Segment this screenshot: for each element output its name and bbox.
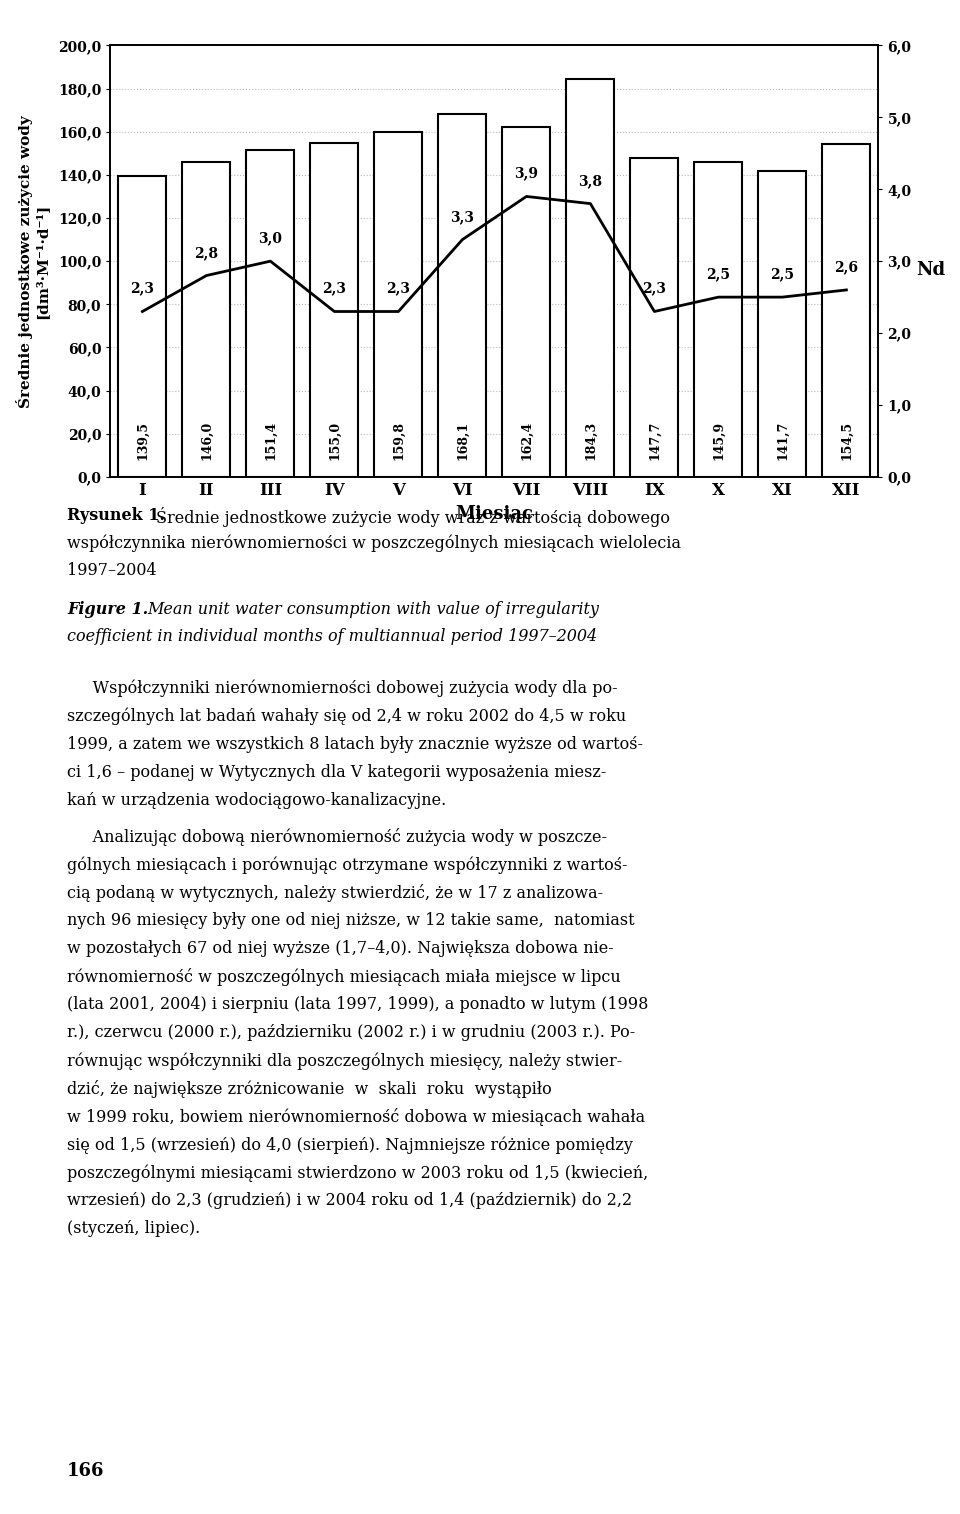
Text: 141,7: 141,7 xyxy=(776,421,789,460)
Text: wrzesień) do 2,3 (grudzień) i w 2004 roku od 1,4 (październik) do 2,2: wrzesień) do 2,3 (grudzień) i w 2004 rok… xyxy=(67,1193,633,1210)
Text: coefficient in individual months of multiannual period 1997–2004: coefficient in individual months of mult… xyxy=(67,628,597,645)
Bar xyxy=(310,142,358,477)
Text: 2,6: 2,6 xyxy=(834,260,858,274)
Text: równomierność w poszczególnych miesiącach miała miejsce w lipcu: równomierność w poszczególnych miesiącac… xyxy=(67,969,621,986)
Bar xyxy=(823,144,871,477)
Text: 155,0: 155,0 xyxy=(328,421,341,460)
Text: 2,8: 2,8 xyxy=(194,245,219,260)
Bar xyxy=(439,114,487,477)
Text: Mean unit water consumption with value of irregularity: Mean unit water consumption with value o… xyxy=(147,601,599,618)
Text: 2,3: 2,3 xyxy=(323,282,347,295)
Text: 3,8: 3,8 xyxy=(578,174,603,188)
Bar xyxy=(502,127,550,477)
Bar xyxy=(694,162,742,477)
Bar xyxy=(374,132,422,477)
Text: poszczególnymi miesiącami stwierdzono w 2003 roku od 1,5 (kwiecień,: poszczególnymi miesiącami stwierdzono w … xyxy=(67,1164,648,1182)
Text: 3,0: 3,0 xyxy=(258,232,282,245)
Text: cią podaną w wytycznych, należy stwierdzić, że w 17 z analizowa-: cią podaną w wytycznych, należy stwierdz… xyxy=(67,884,603,902)
Text: 145,9: 145,9 xyxy=(712,421,725,460)
Text: szczególnych lat badań wahały się od 2,4 w roku 2002 do 4,5 w roku: szczególnych lat badań wahały się od 2,4… xyxy=(67,709,627,725)
Text: 2,3: 2,3 xyxy=(386,282,411,295)
Text: 2,5: 2,5 xyxy=(770,268,795,282)
Text: Współczynniki nierównomierności dobowej zużycia wody dla po-: Współczynniki nierównomierności dobowej … xyxy=(67,680,618,698)
Text: 147,7: 147,7 xyxy=(648,421,660,460)
Text: równując współczynniki dla poszczególnych miesięcy, należy stwier-: równując współczynniki dla poszczególnyc… xyxy=(67,1052,622,1070)
X-axis label: Miesiąc: Miesiąc xyxy=(455,506,534,522)
Text: w 1999 roku, bowiem nierównomierność dobowa w miesiącach wahała: w 1999 roku, bowiem nierównomierność dob… xyxy=(67,1108,645,1126)
Text: (styczeń, lipiec).: (styczeń, lipiec). xyxy=(67,1220,201,1237)
Text: 151,4: 151,4 xyxy=(264,421,276,460)
Text: się od 1,5 (wrzesień) do 4,0 (sierpień). Najmniejsze różnice pomiędzy: się od 1,5 (wrzesień) do 4,0 (sierpień).… xyxy=(67,1137,633,1154)
Bar xyxy=(631,159,679,477)
Text: 1999, a zatem we wszystkich 8 latach były znacznie wyższe od wartoś-: 1999, a zatem we wszystkich 8 latach był… xyxy=(67,736,643,752)
Text: gólnych miesiącach i porównując otrzymane współczynniki z wartoś-: gólnych miesiącach i porównując otrzyman… xyxy=(67,857,628,874)
Y-axis label: Nd: Nd xyxy=(917,260,946,279)
Bar xyxy=(118,176,166,477)
Text: 1997–2004: 1997–2004 xyxy=(67,562,156,578)
Text: 139,5: 139,5 xyxy=(136,421,149,460)
Text: 2,3: 2,3 xyxy=(131,282,155,295)
Bar xyxy=(566,79,614,477)
Text: 184,3: 184,3 xyxy=(584,421,597,460)
Text: (lata 2001, 2004) i sierpniu (lata 1997, 1999), a ponadto w lutym (1998: (lata 2001, 2004) i sierpniu (lata 1997,… xyxy=(67,996,649,1013)
Text: dzić, że największe zróżnicowanie  w  skali  roku  wystąpiło: dzić, że największe zróżnicowanie w skal… xyxy=(67,1081,552,1098)
Text: nych 96 miesięcy były one od niej niższe, w 12 takie same,  natomiast: nych 96 miesięcy były one od niej niższe… xyxy=(67,913,635,930)
Text: 146,0: 146,0 xyxy=(200,421,213,460)
Text: kań w urządzenia wodociągowo-kanalizacyjne.: kań w urządzenia wodociągowo-kanalizacyj… xyxy=(67,792,446,808)
Text: 154,5: 154,5 xyxy=(840,421,852,460)
Text: w pozostałych 67 od niej wyższe (1,7–4,0). Największa dobowa nie-: w pozostałych 67 od niej wyższe (1,7–4,0… xyxy=(67,940,614,957)
Text: Rysunek 1.: Rysunek 1. xyxy=(67,507,165,524)
Bar xyxy=(247,150,295,477)
Text: Figure 1.: Figure 1. xyxy=(67,601,149,618)
Text: 2,5: 2,5 xyxy=(707,268,731,282)
Text: 2,3: 2,3 xyxy=(642,282,666,295)
Text: 3,3: 3,3 xyxy=(450,210,474,224)
Text: 162,4: 162,4 xyxy=(520,421,533,460)
Text: 168,1: 168,1 xyxy=(456,421,468,460)
Bar xyxy=(182,162,230,477)
Text: Analizując dobową nierównomierność zużycia wody w poszcze-: Analizując dobową nierównomierność zużyc… xyxy=(67,828,608,846)
Bar xyxy=(758,171,806,477)
Y-axis label: Średnie jednostkowe zużycie wody
[dm³·M⁻¹·d⁻¹]: Średnie jednostkowe zużycie wody [dm³·M⁻… xyxy=(16,115,50,407)
Text: 166: 166 xyxy=(67,1463,105,1481)
Text: Średnie jednostkowe zużycie wody wraz z wartością dobowego: Średnie jednostkowe zużycie wody wraz z … xyxy=(156,507,669,527)
Text: ci 1,6 – podanej w Wytycznych dla V kategorii wyposażenia miesz-: ci 1,6 – podanej w Wytycznych dla V kate… xyxy=(67,763,607,781)
Text: r.), czerwcu (2000 r.), październiku (2002 r.) i w grudniu (2003 r.). Po-: r.), czerwcu (2000 r.), październiku (20… xyxy=(67,1025,636,1042)
Text: współczynnika nierównomierności w poszczególnych miesiącach wielolecia: współczynnika nierównomierności w poszcz… xyxy=(67,534,682,553)
Text: 159,8: 159,8 xyxy=(392,421,405,460)
Text: 3,9: 3,9 xyxy=(515,167,539,180)
